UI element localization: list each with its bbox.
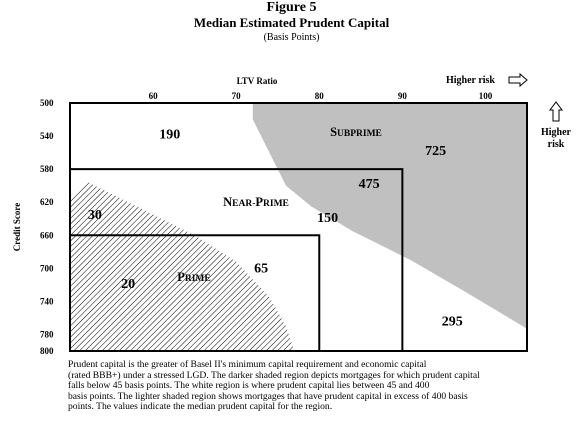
- y-tick-label: 800: [40, 346, 54, 356]
- region-value-label: 725: [425, 144, 446, 159]
- right-arrow-icon: [508, 72, 528, 88]
- y-axis-label: Credit Score: [12, 203, 22, 251]
- x-tick-label: 100: [479, 91, 493, 101]
- high-capital-shaded-region: [252, 103, 528, 329]
- region-value-label: 190: [159, 128, 180, 143]
- y-tick-label: 700: [40, 263, 54, 273]
- higher-risk-vertical-label: Higher risk: [541, 127, 572, 150]
- higher-risk-horizontal-label: Higher risk: [446, 75, 495, 86]
- x-tick-label: 70: [232, 91, 242, 101]
- low-capital-hatched-region: [70, 181, 295, 351]
- subprime-label: SUBPRIME: [330, 125, 382, 139]
- x-tick-label: 60: [149, 91, 159, 101]
- x-tick-label: 80: [315, 91, 325, 101]
- region-value-label: 20: [121, 277, 135, 292]
- region-value-label: 295: [442, 314, 463, 329]
- y-tick-label: 580: [40, 164, 54, 174]
- region-box-near-prime: [69, 168, 404, 352]
- y-tick-label: 780: [40, 329, 54, 339]
- near-prime-label: NEAR-PRIME: [223, 195, 289, 209]
- y-tick-label: 620: [40, 197, 54, 207]
- region-value-label: 475: [359, 177, 380, 192]
- region-value-label: 150: [317, 211, 338, 226]
- y-tick-label: 540: [40, 131, 54, 141]
- figure-number: Figure 5: [266, 0, 317, 15]
- figure-subtitle: (Basis Points): [263, 32, 320, 43]
- x-tick-label: 90: [398, 91, 408, 101]
- x-axis-label: LTV Ratio: [237, 76, 278, 86]
- region-value-label: 65: [254, 262, 268, 277]
- y-tick-label: 740: [40, 296, 54, 306]
- y-tick-label: 660: [40, 230, 54, 240]
- figure-caption: Prudent capital is the greater of Basel …: [68, 359, 480, 412]
- y-tick-label: 500: [40, 98, 54, 108]
- region-value-label: 30: [88, 208, 102, 223]
- prime-label: PRIME: [177, 270, 211, 284]
- figure-title: Median Estimated Prudent Capital: [193, 15, 390, 30]
- up-arrow-icon: [549, 101, 563, 122]
